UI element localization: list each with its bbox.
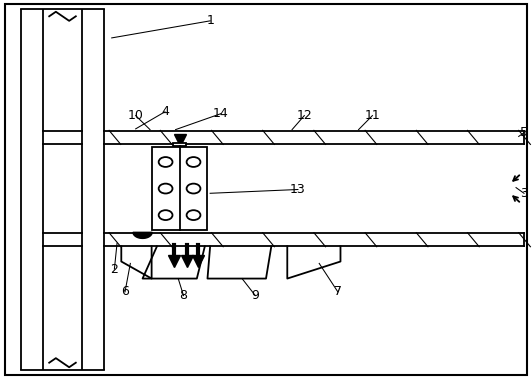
Text: 7: 7 xyxy=(334,285,342,298)
Text: 5: 5 xyxy=(520,126,528,139)
Bar xyxy=(172,143,187,146)
Text: 1: 1 xyxy=(206,14,214,27)
Text: 10: 10 xyxy=(128,109,144,122)
Text: 4: 4 xyxy=(161,105,169,118)
Text: 13: 13 xyxy=(290,183,306,196)
Text: 8: 8 xyxy=(179,289,188,302)
Text: 3: 3 xyxy=(520,187,528,200)
Polygon shape xyxy=(133,232,152,238)
Text: 12: 12 xyxy=(296,109,312,122)
Text: 6: 6 xyxy=(121,285,129,298)
Bar xyxy=(152,147,207,230)
Text: 2: 2 xyxy=(111,263,118,276)
Text: 14: 14 xyxy=(213,107,229,120)
Text: 9: 9 xyxy=(252,289,259,302)
Text: 11: 11 xyxy=(364,109,380,122)
